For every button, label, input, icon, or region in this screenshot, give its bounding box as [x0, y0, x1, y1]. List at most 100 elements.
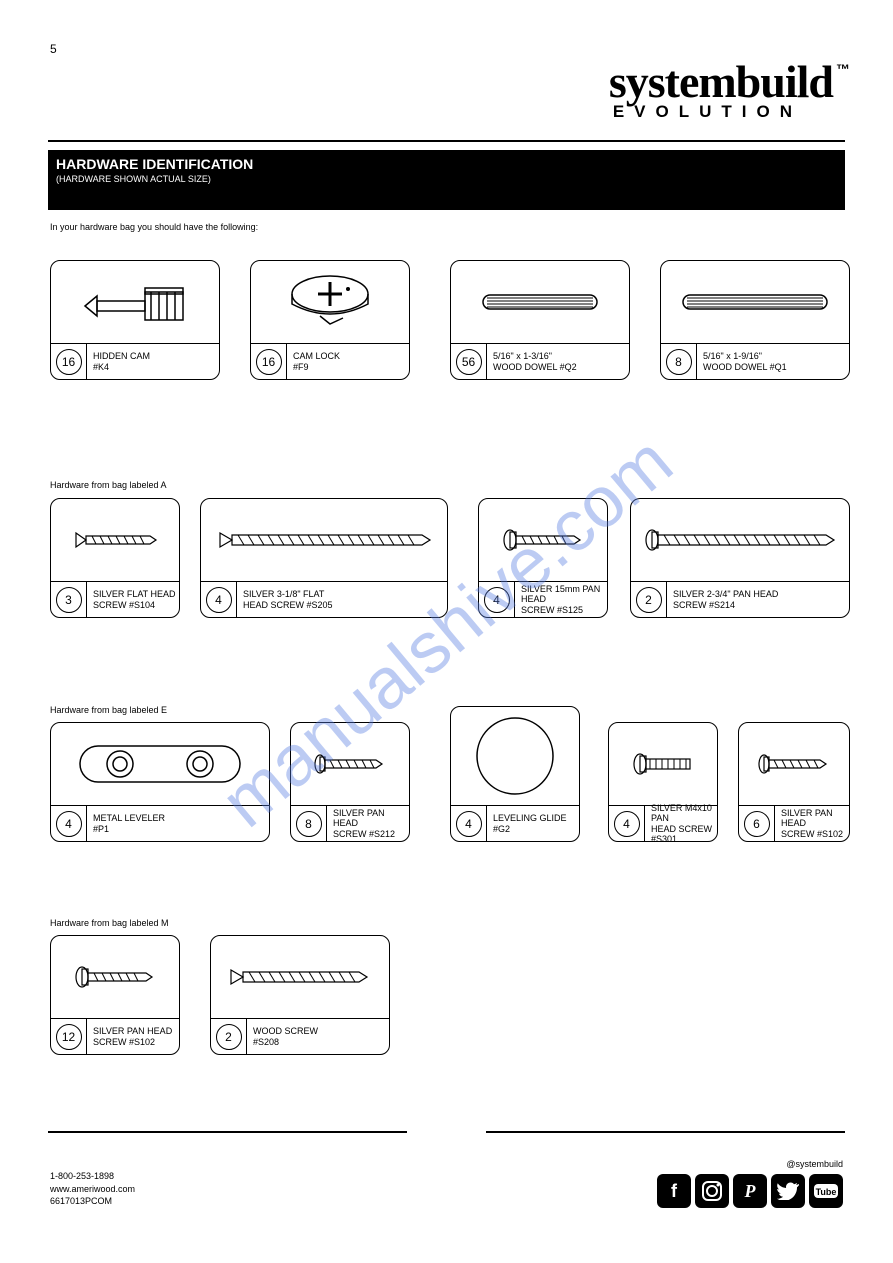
label-line2: SCREW #S102	[93, 1037, 179, 1047]
label-line2: #P1	[93, 824, 269, 834]
flat-screw-icon	[70, 525, 160, 555]
label-line1: LEVELING GLIDE	[493, 813, 579, 823]
label-line1: SILVER 15mm PAN HEAD	[521, 584, 607, 605]
youtube-icon: Tube	[809, 1174, 843, 1208]
card-s205: 4 SILVER 3-1/8" FLAT HEAD SCREW #S205	[200, 498, 448, 618]
card-image	[631, 499, 849, 581]
label-line1: SILVER 3-1/8" FLAT	[243, 589, 447, 599]
card-s102b: 12 SILVER PAN HEAD SCREW #S102	[50, 935, 180, 1055]
card-label: 5/16" x 1-3/16" WOOD DOWEL #Q2	[487, 344, 629, 379]
label-line2: SCREW #S104	[93, 600, 179, 610]
label-line1: 5/16" x 1-3/16"	[493, 351, 629, 361]
qty: 4	[456, 811, 482, 837]
qty-circle: 6	[739, 806, 775, 841]
pan-screw-icon	[754, 749, 834, 779]
label-line1: CAM LOCK	[293, 351, 409, 361]
qty-circle: 12	[51, 1019, 87, 1054]
qty: 4	[206, 587, 232, 613]
card-image	[479, 499, 607, 581]
pan-screw-icon	[70, 962, 160, 992]
label-line2: #K4	[93, 362, 219, 372]
card-glide: 4 LEVELING GLIDE #G2	[450, 706, 580, 842]
label-line2: #F9	[293, 362, 409, 372]
card-s102a: 6 SILVER PAN HEAD SCREW #S102	[738, 722, 850, 842]
pinterest-icon: P	[733, 1174, 767, 1208]
card-s301: 4 SILVER M4x10 PAN HEAD SCREW #S301	[608, 722, 718, 842]
label-line1: 5/16" x 1-9/16"	[703, 351, 849, 361]
glide-icon	[470, 711, 560, 801]
footer-url: www.ameriwood.com	[50, 1183, 135, 1196]
label-line1: METAL LEVELER	[93, 813, 269, 823]
row-label-m: Hardware from bag labeled M	[50, 918, 169, 928]
card-dowel-q2: 56 5/16" x 1-3/16" WOOD DOWEL #Q2	[450, 260, 630, 380]
pan-screw-icon	[498, 525, 588, 555]
card-label: HIDDEN CAM #K4	[87, 344, 219, 379]
qty-circle: 16	[251, 344, 287, 379]
label-line1: HIDDEN CAM	[93, 351, 219, 361]
card-label: WOOD SCREW #S208	[247, 1019, 389, 1054]
qty-circle: 8	[661, 344, 697, 379]
qty: 12	[56, 1024, 82, 1050]
label-line2: #G2	[493, 824, 579, 834]
card-label: METAL LEVELER #P1	[87, 806, 269, 841]
qty: 8	[666, 349, 692, 375]
wood-screw-icon	[225, 962, 375, 992]
dowel-icon	[475, 287, 605, 317]
card-leveler: 4 METAL LEVELER #P1	[50, 722, 270, 842]
card-label: 5/16" x 1-9/16" WOOD DOWEL #Q1	[697, 344, 849, 379]
card-s212: 8 SILVER PAN HEAD SCREW #S212	[290, 722, 410, 842]
card-dowel-q1: 8 5/16" x 1-9/16" WOOD DOWEL #Q1	[660, 260, 850, 380]
social-handle: @systembuild	[786, 1159, 843, 1169]
footer: 1-800-253-1898 www.ameriwood.com 6617013…	[50, 1170, 843, 1208]
page-number: 5	[50, 42, 57, 56]
label-line1: SILVER PAN HEAD	[781, 808, 849, 829]
card-image	[739, 723, 849, 805]
card-image	[609, 723, 717, 805]
card-label: CAM LOCK #F9	[287, 344, 409, 379]
label-line1: SILVER M4x10 PAN	[651, 803, 717, 824]
qty-circle: 16	[51, 344, 87, 379]
card-label: SILVER PAN HEAD SCREW #S212	[327, 806, 409, 841]
qty: 4	[56, 811, 82, 837]
label-line2: WOOD DOWEL #Q1	[703, 362, 849, 372]
card-cam-lock: 16 CAM LOCK #F9	[250, 260, 410, 380]
label-line1: SILVER PAN HEAD	[333, 808, 409, 829]
pan-screw-icon	[310, 749, 390, 779]
card-label: SILVER 3-1/8" FLAT HEAD SCREW #S205	[237, 582, 447, 617]
qty-circle: 4	[479, 582, 515, 617]
brand-word: systembuild	[609, 56, 833, 107]
footer-phone: 1-800-253-1898	[50, 1170, 135, 1183]
card-image	[291, 723, 409, 805]
card-label: LEVELING GLIDE #G2	[487, 806, 579, 841]
card-label: SILVER 15mm PAN HEAD SCREW #S125	[515, 582, 607, 617]
header-subtitle: (HARDWARE SHOWN ACTUAL SIZE)	[56, 174, 837, 184]
label-line2: HEAD SCREW #S301	[651, 824, 717, 845]
qty-circle: 4	[451, 806, 487, 841]
leveler-icon	[70, 734, 250, 794]
label-line2: #S208	[253, 1037, 389, 1047]
svg-text:Tube: Tube	[816, 1187, 837, 1197]
m4-screw-icon	[628, 749, 698, 779]
qty-circle: 4	[51, 806, 87, 841]
label-line1: WOOD SCREW	[253, 1026, 389, 1036]
qty: 6	[744, 811, 770, 837]
qty: 16	[256, 349, 282, 375]
qty-circle: 8	[291, 806, 327, 841]
instagram-icon	[695, 1174, 729, 1208]
dowel-icon	[675, 287, 835, 317]
card-s208: 2 WOOD SCREW #S208	[210, 935, 390, 1055]
card-label: SILVER PAN HEAD SCREW #S102	[87, 1019, 179, 1054]
label-line2: SCREW #S125	[521, 605, 607, 615]
qty-circle: 56	[451, 344, 487, 379]
qty-circle: 2	[631, 582, 667, 617]
label-line2: SCREW #S102	[781, 829, 849, 839]
row-label-a: Hardware from bag labeled A	[50, 480, 167, 490]
social-icons: f P Tube	[657, 1174, 843, 1208]
label-line1: SILVER FLAT HEAD	[93, 589, 179, 599]
label-line2: HEAD SCREW #S205	[243, 600, 447, 610]
label-line1: SILVER 2-3/4" PAN HEAD	[673, 589, 849, 599]
hidden-cam-icon	[75, 278, 195, 326]
label-line2: WOOD DOWEL #Q2	[493, 362, 629, 372]
qty-circle: 2	[211, 1019, 247, 1054]
qty: 56	[456, 349, 482, 375]
